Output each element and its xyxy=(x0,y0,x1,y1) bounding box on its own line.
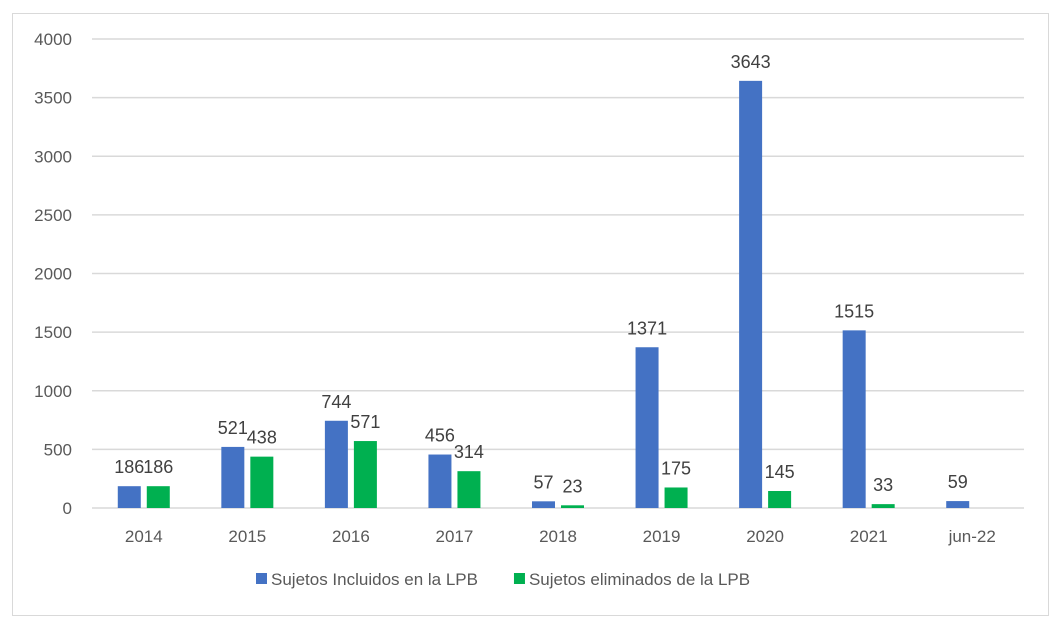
legend: Sujetos Incluidos en la LPB Sujetos elimi… xyxy=(256,570,750,589)
bar-incluidos xyxy=(428,454,452,508)
data-label: 521 xyxy=(218,418,248,438)
x-tick-label: 2015 xyxy=(228,527,266,546)
x-tick-label: 2020 xyxy=(746,527,784,546)
y-tick-label: 1000 xyxy=(34,382,72,401)
gridlines xyxy=(92,38,1024,509)
data-label: 1515 xyxy=(834,301,874,321)
data-label: 744 xyxy=(321,392,351,412)
y-tick-label: 2000 xyxy=(34,265,72,284)
data-label: 33 xyxy=(873,475,893,495)
bar-incluidos xyxy=(946,501,970,508)
data-label: 57 xyxy=(533,472,553,492)
data-label: 456 xyxy=(425,426,455,446)
x-tick-label: 2018 xyxy=(539,527,577,546)
x-axis: 2014 2015 2016 2017 2018 2019 2020 2021 jun-22 xyxy=(125,527,996,546)
chart-frame xyxy=(12,13,1049,616)
bar-incluidos xyxy=(117,486,141,508)
bar-incluidos xyxy=(324,420,348,508)
y-tick-label: 4000 xyxy=(34,30,72,49)
legend-label: Sujetos eliminados de la LPB xyxy=(529,570,750,589)
x-tick-label: jun-22 xyxy=(948,527,996,546)
bar-eliminados xyxy=(146,486,170,508)
bar-eliminados xyxy=(871,504,895,508)
bar-eliminados xyxy=(250,456,274,508)
bar-incluidos xyxy=(842,330,866,508)
bar-incluidos xyxy=(221,446,245,508)
x-tick-label: 2014 xyxy=(125,527,163,546)
data-label: 438 xyxy=(247,428,277,448)
legend-label: Sujetos Incluidos en la LPB xyxy=(271,570,478,589)
data-label: 186 xyxy=(143,457,173,477)
y-tick-label: 1500 xyxy=(34,323,72,342)
bars xyxy=(117,80,970,509)
x-tick-label: 2016 xyxy=(332,527,370,546)
y-tick-label: 2500 xyxy=(34,206,72,225)
bar-incluidos xyxy=(635,347,659,508)
legend-swatch-eliminados xyxy=(513,573,525,584)
data-label: 314 xyxy=(454,442,484,462)
data-label: 23 xyxy=(562,476,582,496)
y-tick-label: 3000 xyxy=(34,147,72,166)
legend-swatch-incluidos xyxy=(256,573,267,584)
bar-eliminados xyxy=(353,441,377,508)
y-axis: 0 500 1000 1500 2000 2500 3000 3500 4000 xyxy=(34,30,72,518)
data-label: 175 xyxy=(661,458,691,478)
y-tick-label: 0 xyxy=(63,499,72,518)
data-label: 59 xyxy=(948,472,968,492)
bar-incluidos xyxy=(532,501,555,508)
bar-eliminados xyxy=(768,490,792,508)
data-label: 571 xyxy=(350,412,380,432)
bar-eliminados xyxy=(457,471,481,508)
data-label: 3643 xyxy=(731,52,771,72)
y-tick-label: 500 xyxy=(44,440,72,459)
x-tick-label: 2019 xyxy=(643,527,681,546)
bar-incluidos xyxy=(739,80,763,509)
data-label: 186 xyxy=(114,457,144,477)
x-tick-label: 2017 xyxy=(436,527,474,546)
y-tick-label: 3500 xyxy=(34,89,72,108)
bar-eliminados xyxy=(561,505,584,508)
data-label: 145 xyxy=(765,462,795,482)
data-label: 1371 xyxy=(627,318,667,338)
bar-eliminados xyxy=(664,487,688,508)
x-tick-label: 2021 xyxy=(850,527,888,546)
